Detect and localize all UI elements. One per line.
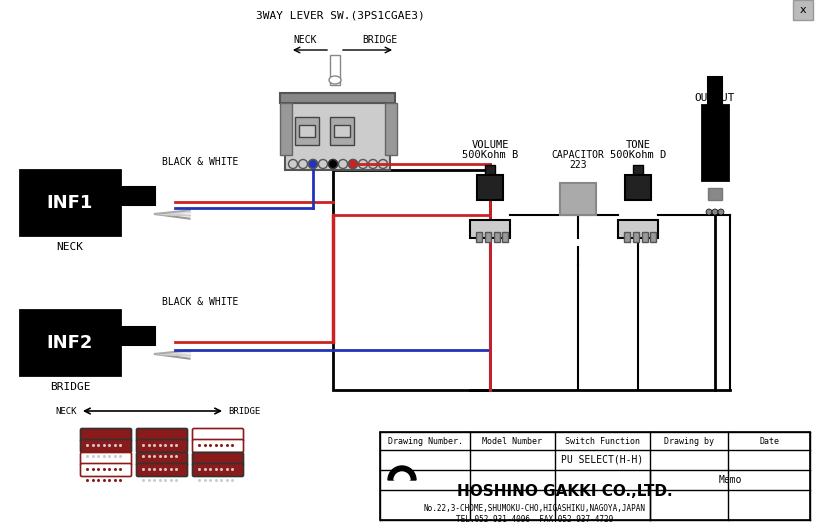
Circle shape: [712, 209, 718, 215]
Wedge shape: [388, 466, 416, 480]
Circle shape: [289, 160, 298, 168]
Text: 500Kohm B: 500Kohm B: [462, 150, 518, 160]
FancyBboxPatch shape: [193, 452, 243, 465]
Bar: [333, 170, 490, 390]
Text: NECK: NECK: [55, 406, 77, 415]
Text: BLACK & WHITE: BLACK & WHITE: [162, 157, 238, 167]
FancyBboxPatch shape: [81, 452, 131, 465]
Bar: [295, 117, 319, 145]
Bar: [330, 55, 340, 85]
Bar: [625, 175, 651, 200]
Text: Drawing Number.: Drawing Number.: [388, 437, 463, 446]
Circle shape: [358, 160, 367, 168]
Bar: [494, 232, 500, 242]
Circle shape: [369, 160, 378, 168]
Text: 500Kohm D: 500Kohm D: [610, 150, 666, 160]
Text: No.22,3-CHOME,SHUMOKU-CHO,HIGASHIKU,NAGOYA,JAPAN: No.22,3-CHOME,SHUMOKU-CHO,HIGASHIKU,NAGO…: [424, 504, 646, 513]
Circle shape: [718, 209, 724, 215]
Bar: [477, 175, 503, 200]
Ellipse shape: [329, 76, 341, 84]
Bar: [285, 103, 390, 170]
Circle shape: [348, 160, 357, 168]
Circle shape: [706, 209, 712, 215]
Bar: [20, 170, 120, 235]
Text: 223: 223: [570, 160, 587, 170]
Bar: [702, 105, 728, 180]
Bar: [708, 188, 722, 200]
Text: NECK: NECK: [56, 242, 83, 252]
FancyBboxPatch shape: [136, 439, 188, 452]
Text: Date: Date: [759, 437, 779, 446]
Bar: [476, 232, 482, 242]
FancyBboxPatch shape: [81, 463, 131, 476]
Circle shape: [329, 160, 338, 168]
Bar: [385, 103, 397, 155]
Circle shape: [339, 160, 348, 168]
FancyBboxPatch shape: [136, 452, 188, 465]
Circle shape: [379, 160, 388, 168]
Bar: [650, 232, 656, 242]
FancyBboxPatch shape: [193, 463, 243, 476]
Circle shape: [329, 160, 338, 168]
Text: INF2: INF2: [47, 334, 93, 351]
FancyBboxPatch shape: [193, 439, 243, 452]
Text: BRIDGE: BRIDGE: [362, 35, 397, 45]
Circle shape: [299, 160, 308, 168]
Bar: [334, 125, 350, 137]
Text: CAPACITOR: CAPACITOR: [552, 150, 605, 160]
Text: BLACK & WHITE: BLACK & WHITE: [162, 297, 238, 307]
Circle shape: [308, 160, 317, 168]
Bar: [299, 125, 315, 137]
FancyBboxPatch shape: [81, 439, 131, 452]
Bar: [793, 0, 813, 20]
FancyBboxPatch shape: [136, 428, 188, 441]
Bar: [618, 220, 658, 238]
Text: BRIDGE: BRIDGE: [50, 382, 91, 392]
Bar: [502, 232, 508, 242]
Text: 3WAY LEVER SW.(3PS1CGAE3): 3WAY LEVER SW.(3PS1CGAE3): [255, 10, 424, 20]
Bar: [280, 103, 292, 155]
Bar: [560, 183, 596, 215]
Text: Memo: Memo: [718, 475, 742, 485]
Bar: [633, 165, 643, 185]
Bar: [380, 432, 810, 520]
Bar: [120, 187, 155, 205]
Text: OUTPUT: OUTPUT: [694, 93, 735, 103]
Circle shape: [348, 160, 357, 168]
FancyBboxPatch shape: [136, 463, 188, 476]
FancyBboxPatch shape: [193, 428, 243, 441]
Text: Model Number: Model Number: [482, 437, 543, 446]
Text: x: x: [800, 5, 806, 15]
Bar: [280, 93, 395, 103]
Bar: [120, 327, 155, 345]
Text: TEL.052-931-4096  FAX.052-937-4729: TEL.052-931-4096 FAX.052-937-4729: [456, 516, 614, 523]
Bar: [624, 232, 630, 242]
Bar: [470, 220, 510, 238]
Text: NECK: NECK: [293, 35, 317, 45]
Bar: [485, 232, 491, 242]
Bar: [708, 77, 722, 107]
Bar: [642, 232, 648, 242]
Text: VOLUME: VOLUME: [472, 140, 508, 150]
Bar: [485, 165, 495, 185]
Bar: [633, 232, 639, 242]
FancyBboxPatch shape: [81, 428, 131, 441]
Circle shape: [318, 160, 327, 168]
Bar: [330, 117, 354, 145]
Text: TONE: TONE: [626, 140, 650, 150]
Text: INF1: INF1: [47, 194, 93, 211]
Bar: [20, 310, 120, 375]
Text: BRIDGE: BRIDGE: [228, 406, 260, 415]
Text: HOSHINO GAKKI CO.,LTD.: HOSHINO GAKKI CO.,LTD.: [457, 484, 673, 499]
Text: PU SELECT(H-H): PU SELECT(H-H): [561, 455, 644, 465]
Wedge shape: [394, 472, 410, 480]
Text: Drawing by: Drawing by: [664, 437, 714, 446]
Text: Switch Function: Switch Function: [565, 437, 640, 446]
Circle shape: [308, 160, 317, 168]
